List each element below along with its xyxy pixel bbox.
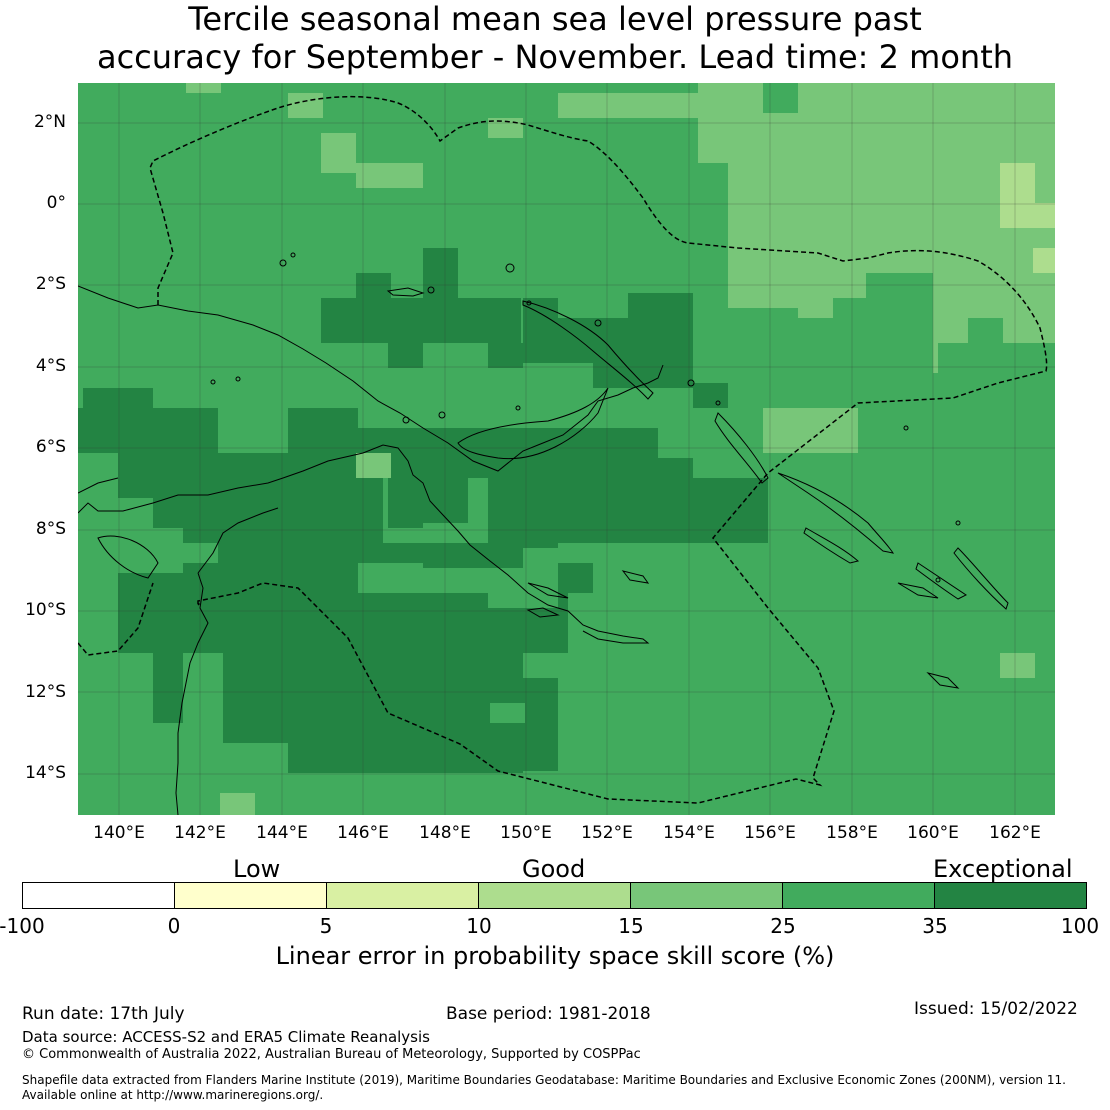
- colorbar-tick: 5: [319, 914, 333, 938]
- colorbar-segment: [935, 883, 1086, 908]
- lat-label-14s: 14°S: [25, 763, 66, 783]
- category-low: Low: [233, 855, 281, 883]
- coastlines: [78, 252, 1009, 815]
- exceptional-skill-cells: [78, 248, 768, 773]
- colorbar-segment: [783, 883, 935, 908]
- copyright: © Commonwealth of Australia 2022, Austra…: [22, 1047, 641, 1062]
- lat-label-10s: 10°S: [25, 600, 66, 620]
- colorbar-segment: [23, 883, 175, 908]
- colorbar-segment: [327, 883, 479, 908]
- lon-label-154e: 154°E: [663, 823, 715, 843]
- lat-label-8s: 8°S: [35, 519, 66, 539]
- issued-date: Issued: 15/02/2022: [914, 999, 1078, 1019]
- lat-label-0: 0°: [46, 193, 66, 213]
- lon-label-142e: 142°E: [174, 823, 226, 843]
- lat-label-6s: 6°S: [35, 437, 66, 457]
- shapefile-credit: Shapefile data extracted from Flanders M…: [22, 1073, 1066, 1087]
- lon-label-158e: 158°E: [826, 823, 878, 843]
- colorbar-tick: 15: [618, 914, 644, 938]
- category-exceptional: Exceptional: [933, 855, 1073, 883]
- lat-label-2n: 2°N: [33, 112, 66, 132]
- lon-label-162e: 162°E: [989, 823, 1041, 843]
- map-title-line2: accuracy for September - November. Lead …: [96, 38, 1014, 76]
- map-title-line1: Tercile seasonal mean sea level pressure…: [188, 0, 922, 38]
- lon-label-144e: 144°E: [256, 823, 308, 843]
- lat-label-4s: 4°S: [35, 356, 66, 376]
- category-good: Good: [522, 855, 586, 883]
- colorbar-tick: 25: [770, 914, 796, 938]
- eez-boundary: [78, 95, 1048, 804]
- run-date: Run date: 17th July: [22, 1004, 185, 1024]
- colorbar-title: Linear error in probability space skill …: [275, 942, 835, 970]
- colorbar-segment: [479, 883, 631, 908]
- lon-label-152e: 152°E: [581, 823, 633, 843]
- colorbar-segment: [631, 883, 783, 908]
- higher-good-cells: [1000, 163, 1055, 273]
- graticule: [78, 83, 1055, 815]
- colorbar-segment: [175, 883, 327, 908]
- lon-label-160e: 160°E: [907, 823, 959, 843]
- lon-label-150e: 150°E: [500, 823, 552, 843]
- lat-label-12s: 12°S: [25, 682, 66, 702]
- lat-label-2s: 2°S: [35, 274, 66, 294]
- colorbar-tick: 0: [167, 914, 181, 938]
- colorbar-tick: 35: [922, 914, 948, 938]
- skill-score-map: [78, 83, 1055, 815]
- shapefile-url: Available online at http://www.marinereg…: [22, 1088, 324, 1102]
- data-source: Data source: ACCESS-S2 and ERA5 Climate …: [22, 1028, 430, 1046]
- base-period: Base period: 1981-2018: [446, 1004, 651, 1024]
- lon-label-140e: 140°E: [93, 823, 145, 843]
- lon-label-148e: 148°E: [419, 823, 471, 843]
- colorbar: [22, 882, 1087, 909]
- colorbar-tick: -100: [0, 914, 45, 938]
- colorbar-tick: 100: [1060, 914, 1100, 938]
- lon-label-146e: 146°E: [337, 823, 389, 843]
- colorbar-tick: 10: [466, 914, 492, 938]
- lon-label-156e: 156°E: [744, 823, 796, 843]
